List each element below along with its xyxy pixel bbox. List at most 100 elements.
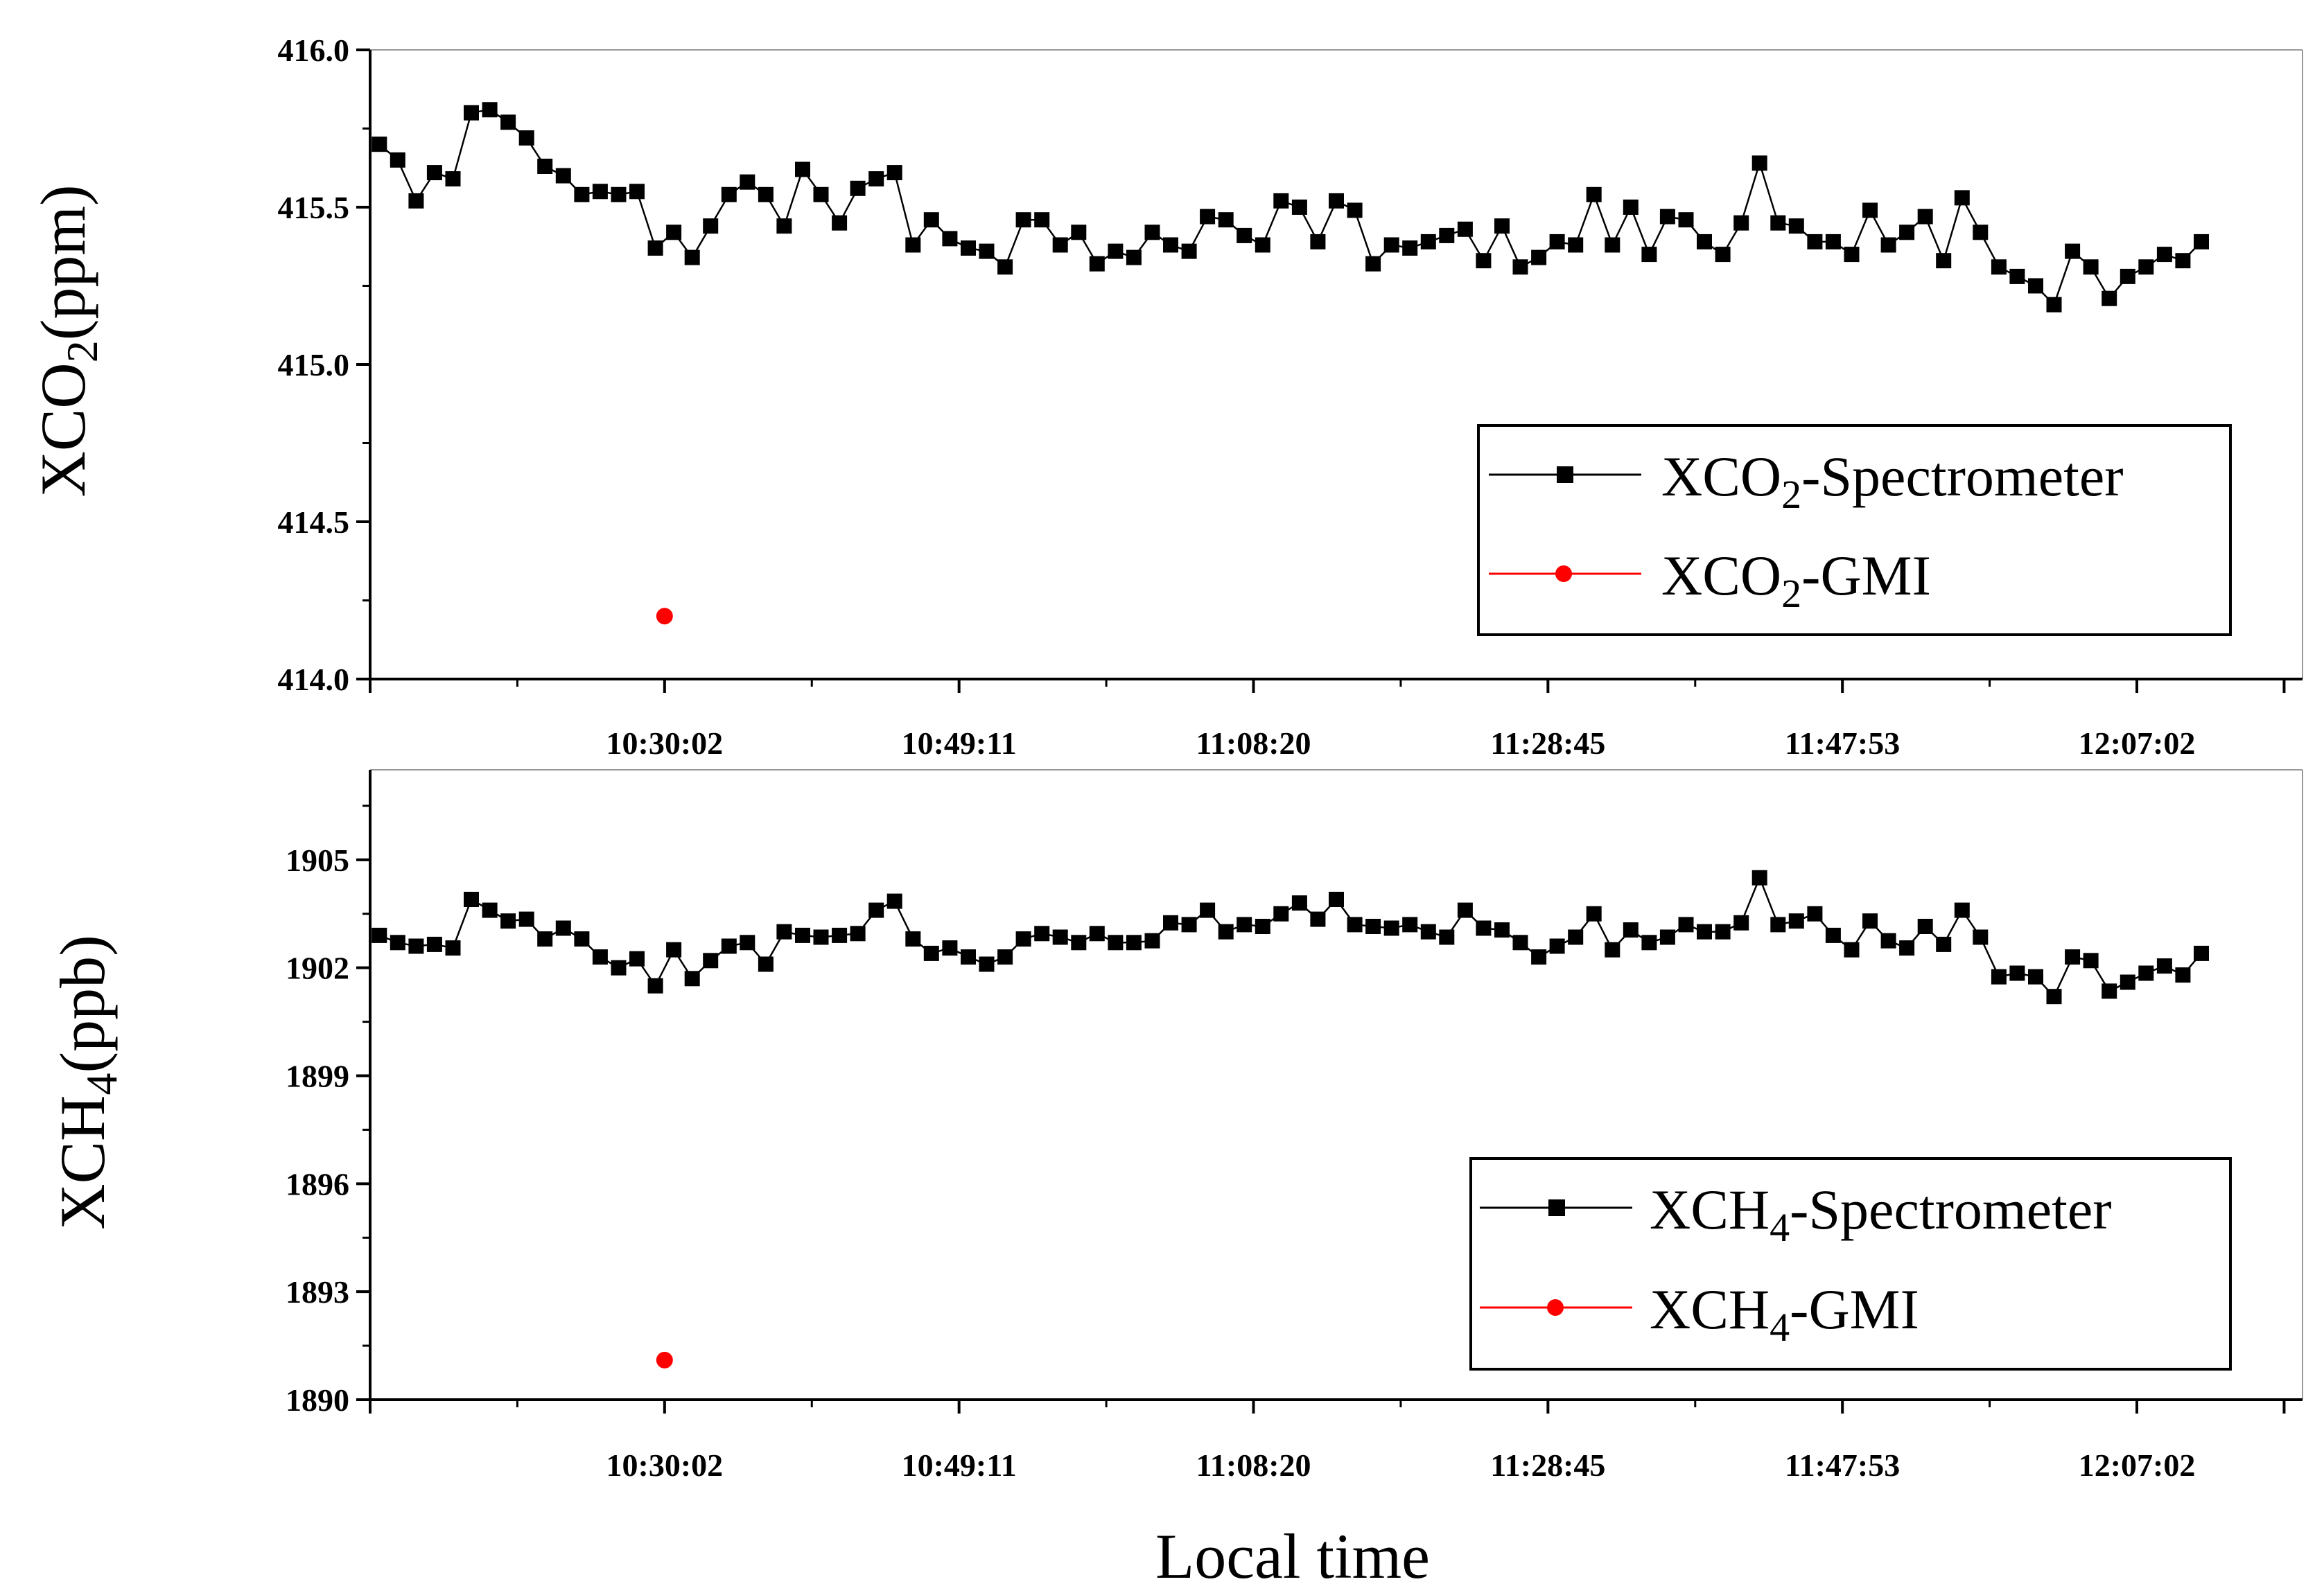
- data-point: [500, 114, 516, 130]
- data-point: [1402, 240, 1418, 256]
- data-point: [684, 249, 700, 265]
- x-tick-label: 10:49:11: [902, 725, 1017, 761]
- data-point: [1715, 924, 1731, 940]
- data-point: [2046, 989, 2062, 1005]
- x-tick-label: 11:08:20: [1196, 725, 1311, 761]
- x-tick-label: 10:30:02: [606, 1447, 724, 1483]
- data-point: [2120, 268, 2135, 284]
- data-point: [1899, 940, 1915, 956]
- data-point: [1402, 917, 1418, 933]
- data-point: [537, 931, 553, 947]
- data-point: [1126, 935, 1142, 951]
- data-point: [1844, 942, 1860, 958]
- data-point: [2138, 965, 2154, 981]
- data-point: [1751, 870, 1767, 886]
- data-point: [1512, 259, 1528, 275]
- data-point: [2156, 247, 2172, 263]
- panel-xch4-series: [372, 870, 2209, 1368]
- panel-xco2: 414.0 414.5 415.0 415.5 416.0 10:30:02 10:49:1…: [28, 33, 2303, 761]
- data-point: [1641, 935, 1657, 951]
- data-point: [1770, 215, 1786, 231]
- data-point: [1623, 200, 1639, 215]
- data-point: [1678, 212, 1694, 228]
- data-point: [408, 938, 424, 954]
- data-point: [1237, 917, 1252, 933]
- data-point: [1659, 929, 1675, 945]
- data-point: [1917, 919, 1933, 934]
- legend-label-xco2-spectrometer: XCO2-Spectrometer: [1661, 445, 2124, 517]
- data-point: [850, 180, 866, 196]
- data-point: [1052, 237, 1068, 253]
- legend-label-xch4-spectrometer: XCH4-Spectrometer: [1650, 1178, 2112, 1250]
- data-point: [666, 942, 682, 958]
- data-point: [905, 237, 921, 253]
- data-point: [1163, 915, 1178, 931]
- data-point: [1291, 895, 1307, 911]
- data-point: [518, 130, 534, 146]
- data-point: [1126, 249, 1142, 265]
- data-point: [1255, 919, 1270, 934]
- data-point: [1825, 927, 1841, 943]
- data-point: [1678, 917, 1694, 933]
- data-point: [1237, 227, 1252, 243]
- data-point: [961, 240, 976, 256]
- data-point: [1476, 253, 1492, 269]
- data-point: [611, 186, 627, 202]
- data-point: [445, 940, 461, 956]
- data-point: [868, 171, 884, 187]
- series-line: [378, 108, 2202, 307]
- data-point: [776, 924, 792, 940]
- data-point: [1899, 225, 1915, 240]
- y-tick-label: 414.5: [278, 504, 350, 540]
- data-point: [1015, 931, 1031, 947]
- data-point: [1494, 218, 1510, 234]
- data-point: [2065, 949, 2081, 965]
- data-point: [1973, 225, 1989, 240]
- data-point: [1310, 234, 1326, 249]
- data-point: [555, 920, 571, 936]
- data-point: [1200, 209, 1216, 225]
- data-point: [1697, 924, 1712, 940]
- panel-xch4-axes: 1890 1893 1896 1899 1902 1905 10:30:02 10:49:11…: [286, 769, 2303, 1483]
- data-point: [979, 956, 995, 972]
- data-point: [1862, 202, 1878, 218]
- legend-marker-circle: [1547, 1299, 1564, 1316]
- data-point: [1807, 906, 1823, 922]
- data-point: [629, 951, 645, 967]
- data-point: [1586, 906, 1602, 922]
- data-point: [1936, 936, 1952, 952]
- data-point: [1347, 917, 1363, 933]
- data-point: [1015, 212, 1031, 228]
- data-point: [2120, 974, 2135, 990]
- data-point: [574, 186, 590, 202]
- data-point: [408, 193, 424, 209]
- data-point: [2175, 967, 2191, 983]
- data-point: [997, 949, 1013, 965]
- data-point: [1218, 924, 1234, 940]
- y-tick-label: 1890: [286, 1382, 349, 1418]
- data-point: [1733, 215, 1749, 231]
- data-point: [372, 927, 387, 943]
- data-point: [758, 956, 774, 972]
- x-axis-title: Local time: [1155, 1521, 1430, 1592]
- data-point: [1329, 193, 1344, 209]
- data-point: [2102, 983, 2117, 999]
- data-point: [555, 168, 571, 184]
- x-tick-label: 12:07:02: [2079, 1447, 2196, 1483]
- data-point: [1825, 234, 1841, 249]
- data-point: [1457, 902, 1473, 918]
- data-point: [1862, 913, 1878, 929]
- data-point: [647, 240, 663, 256]
- data-point: [426, 165, 442, 181]
- x-tick-label: 11:08:20: [1196, 1447, 1311, 1483]
- data-point: [2009, 268, 2025, 284]
- data-point: [464, 105, 479, 121]
- series-line: [378, 875, 2202, 998]
- data-point: [1659, 209, 1675, 225]
- data-point: [2065, 243, 2081, 259]
- data-point: [1181, 917, 1197, 933]
- data-point: [1291, 200, 1307, 215]
- panel-xch4-ylabel: XCH4(ppb): [47, 935, 126, 1230]
- data-point: [2083, 259, 2099, 275]
- y-tick-label: 1893: [286, 1274, 349, 1310]
